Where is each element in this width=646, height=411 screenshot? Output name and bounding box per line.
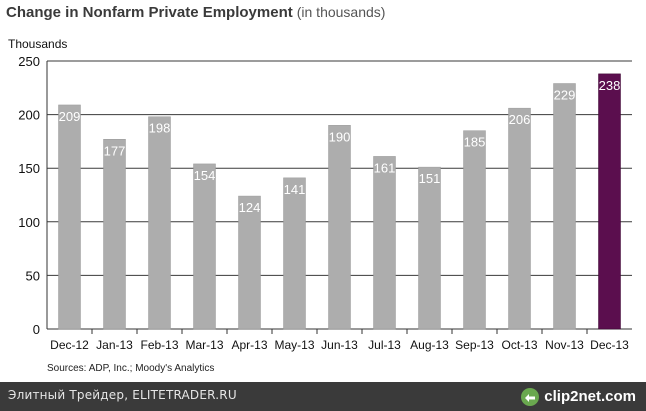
data-label: 177 xyxy=(104,143,126,158)
x-tick-label: Oct-13 xyxy=(501,338,537,352)
y-tick-label: 50 xyxy=(26,268,40,283)
brand[interactable]: clip2net.com xyxy=(520,386,636,407)
x-tick-label: Jul-13 xyxy=(368,338,401,352)
data-label: 209 xyxy=(59,109,81,124)
data-label: 124 xyxy=(239,200,261,215)
footer-bar: Элитный Трейдер, ELITETRADER.RU clip2net… xyxy=(0,382,646,411)
y-tick-label: 0 xyxy=(33,322,40,337)
clip2net-logo-icon xyxy=(521,387,540,406)
bar xyxy=(148,116,171,330)
x-tick-label: Jun-13 xyxy=(321,338,358,352)
bar-chart: 0 50 100 150 200 250 209 Dec-12 177 Jan-13 198 Feb-… xyxy=(18,54,632,352)
y-tick-label: 100 xyxy=(18,215,40,230)
data-label: 190 xyxy=(329,129,351,144)
y-tick-label: 150 xyxy=(18,161,40,176)
bar xyxy=(418,166,441,330)
footer-site-text: Элитный Трейдер, ELITETRADER.RU xyxy=(8,388,237,402)
chart-subtitle: (in thousands) xyxy=(296,4,386,20)
bar xyxy=(373,156,396,330)
data-label: 185 xyxy=(464,135,486,150)
y-axis-label: Thousands xyxy=(8,37,68,51)
x-tick-label: Aug-13 xyxy=(410,338,449,352)
bar xyxy=(283,177,306,330)
bar xyxy=(598,73,621,330)
bar xyxy=(193,163,216,330)
x-tick-label: Dec-13 xyxy=(590,338,629,352)
data-label: 154 xyxy=(194,168,216,183)
data-label: 229 xyxy=(554,88,576,103)
bar xyxy=(508,107,531,330)
data-label: 198 xyxy=(149,121,171,136)
x-tick-label: Mar-13 xyxy=(185,338,223,352)
y-tick-label: 200 xyxy=(18,108,40,123)
chart-title-row: Change in Nonfarm Private Employment (in… xyxy=(6,4,385,22)
source-note: Sources: ADP, Inc.; Moody's Analytics xyxy=(47,363,215,374)
bar xyxy=(463,130,486,330)
data-label: 161 xyxy=(374,160,396,175)
y-tick-label: 250 xyxy=(18,54,40,69)
x-tick-label: Sep-13 xyxy=(455,338,494,352)
data-label: 141 xyxy=(284,182,306,197)
data-label: 151 xyxy=(419,171,441,186)
bar xyxy=(238,195,261,330)
bar xyxy=(103,139,126,330)
chart-title: Change in Nonfarm Private Employment xyxy=(6,4,293,21)
x-tick-label: Apr-13 xyxy=(231,338,267,352)
bar xyxy=(553,83,576,330)
x-tick-label: Jan-13 xyxy=(96,338,133,352)
data-label: 238 xyxy=(599,78,621,93)
x-tick-label: Nov-13 xyxy=(545,338,584,352)
x-tick-label: Feb-13 xyxy=(140,338,178,352)
x-tick-label: May-13 xyxy=(274,338,314,352)
x-tick-label: Dec-12 xyxy=(50,338,89,352)
data-label: 206 xyxy=(509,112,531,127)
bar xyxy=(58,104,81,330)
bar xyxy=(328,125,351,330)
brand-name: clip2net.com xyxy=(544,388,636,405)
